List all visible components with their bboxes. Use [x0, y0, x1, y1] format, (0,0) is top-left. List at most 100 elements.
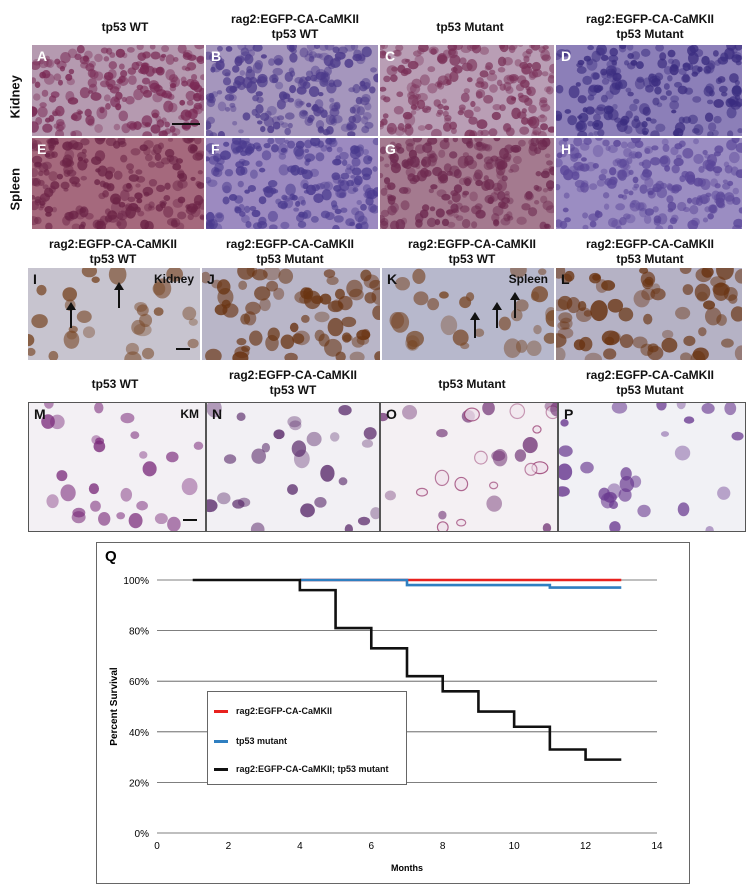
legend-label-tp53: tp53 mutant — [236, 736, 288, 746]
micrograph-panel-p: P — [558, 402, 746, 532]
micrograph-panel-l: L — [556, 268, 742, 360]
y-tick-label: 80% — [129, 627, 149, 638]
micrograph-panel-b: B — [206, 45, 378, 136]
tissue-texture — [207, 403, 379, 531]
km-header-2: rag2:EGFP-CA-CaMKII tp53 WT — [228, 368, 357, 397]
panel-letter-l: L — [561, 271, 570, 287]
y-axis-title: Percent Survival — [109, 667, 120, 746]
tissue-texture — [202, 268, 380, 360]
km-header-4: rag2:EGFP-CA-CaMKII tp53 Mutant — [585, 368, 714, 397]
x-tick-label: 10 — [509, 841, 521, 852]
micrograph-panel-h: H — [556, 138, 742, 229]
tissue-texture — [556, 45, 742, 136]
series-line-3 — [192, 578, 622, 761]
tissue-texture — [206, 45, 378, 136]
panel-letter-q: Q — [105, 548, 117, 565]
scale-bar — [183, 519, 197, 521]
legend-entry-combined: rag2:EGFP-CA-CaMKII; tp53 mutant — [214, 764, 389, 774]
tissue-texture — [559, 403, 744, 531]
scale-bar — [176, 348, 190, 350]
legend-label-camkii: rag2:EGFP-CA-CaMKII — [236, 706, 333, 716]
panel-tag-m: KM — [180, 407, 199, 421]
micrograph-panel-o: O — [380, 402, 558, 532]
ihc-header-1: rag2:EGFP-CA-CaMKII tp53 WT — [48, 237, 177, 266]
row-label-spleen: Spleen — [7, 167, 23, 211]
y-tick-label: 40% — [129, 728, 149, 739]
panel-letter-e: E — [37, 141, 47, 157]
panel-letter-d: D — [561, 48, 572, 64]
panel-letter-p: P — [564, 406, 574, 422]
km-header-3: tp53 Mutant — [438, 377, 506, 391]
tissue-texture — [41, 403, 204, 531]
x-tick-label: 12 — [580, 841, 592, 852]
panel-letter-b: B — [211, 48, 222, 64]
km-header-1: tp53 WT — [91, 377, 139, 391]
tissue-texture — [32, 45, 204, 136]
y-tick-label: 0% — [135, 829, 150, 840]
tissue-texture — [389, 268, 554, 359]
x-tick-label: 6 — [369, 841, 375, 852]
arrow-icon — [470, 312, 480, 338]
legend-label-combined: rag2:EGFP-CA-CaMKII; tp53 mutant — [236, 764, 389, 774]
panel-letter-c: C — [385, 48, 396, 64]
header-tp53-wt: tp53 WT — [101, 20, 149, 34]
x-tick-label: 8 — [440, 841, 446, 852]
panel-letter-o: O — [386, 406, 397, 422]
micrograph-panel-k: K Spleen — [382, 268, 554, 360]
micrograph-panel-g: G — [380, 138, 554, 229]
chart-legend: rag2:EGFP-CA-CaMKII tp53 mutant rag2:EGF… — [207, 691, 407, 785]
micrograph-panel-c: C — [380, 45, 554, 136]
panel-letter-h: H — [561, 141, 572, 157]
micrograph-panel-j: J — [202, 268, 380, 360]
scale-bar — [172, 123, 200, 125]
tissue-texture — [381, 403, 557, 531]
tissue-texture — [380, 45, 554, 136]
panel-letter-f: F — [211, 141, 220, 157]
tissue-texture — [206, 138, 378, 229]
x-tick-label: 0 — [154, 841, 160, 852]
ihc-header-4: rag2:EGFP-CA-CaMKII tp53 Mutant — [585, 237, 714, 266]
panel-tag-i: Kidney — [153, 272, 194, 286]
panel-letter-i: I — [33, 271, 37, 287]
panel-letter-a: A — [37, 48, 48, 64]
tissue-texture — [32, 138, 204, 229]
arrow-icon — [510, 292, 520, 318]
legend-entry-camkii: rag2:EGFP-CA-CaMKII — [214, 706, 332, 716]
x-tick-label: 4 — [297, 841, 303, 852]
x-axis-title: Months — [391, 863, 423, 873]
panel-letter-k: K — [387, 271, 398, 287]
panel-letter-n: N — [212, 406, 223, 422]
header-camkii-tp53-wt: rag2:EGFP-CA-CaMKII tp53 WT — [230, 12, 359, 41]
x-tick-label: 2 — [226, 841, 232, 852]
panel-letter-g: G — [385, 141, 396, 157]
arrow-icon — [492, 302, 502, 328]
y-tick-label: 60% — [129, 677, 149, 688]
arrow-icon — [114, 282, 124, 308]
tissue-texture — [380, 138, 554, 229]
legend-swatch-camkii — [214, 709, 228, 713]
panel-letter-m: M — [34, 406, 46, 422]
header-tp53-mutant: tp53 Mutant — [436, 20, 504, 34]
micrograph-panel-a: A — [32, 45, 204, 136]
x-tick-label: 14 — [651, 841, 663, 852]
tissue-texture — [556, 138, 742, 229]
micrograph-panel-i: I Kidney — [28, 268, 200, 360]
series-line-2 — [299, 578, 622, 589]
panel-tag-k: Spleen — [508, 272, 548, 286]
micrograph-panel-e: E — [32, 138, 204, 229]
panel-letter-j: J — [207, 271, 215, 287]
micrograph-panel-n: N — [206, 402, 380, 532]
micrograph-panel-d: D — [556, 45, 742, 136]
micrograph-panel-m: M KM — [28, 402, 206, 532]
row-label-kidney: Kidney — [7, 75, 23, 119]
micrograph-panel-f: F — [206, 138, 378, 229]
survival-chart-panel: Q 0% 20% 40% 60% 80% 100% 0 2 4 6 8 10 12 14 Months Perc… — [96, 542, 690, 884]
ihc-header-3: rag2:EGFP-CA-CaMKII tp53 WT — [407, 237, 536, 266]
legend-swatch-combined — [214, 767, 228, 771]
ihc-header-2: rag2:EGFP-CA-CaMKII tp53 Mutant — [225, 237, 354, 266]
legend-swatch-tp53 — [214, 739, 228, 743]
arrow-icon — [66, 302, 76, 328]
tissue-texture — [556, 268, 742, 360]
header-camkii-tp53-mutant: rag2:EGFP-CA-CaMKII tp53 Mutant — [585, 12, 714, 41]
tissue-texture — [28, 268, 199, 360]
